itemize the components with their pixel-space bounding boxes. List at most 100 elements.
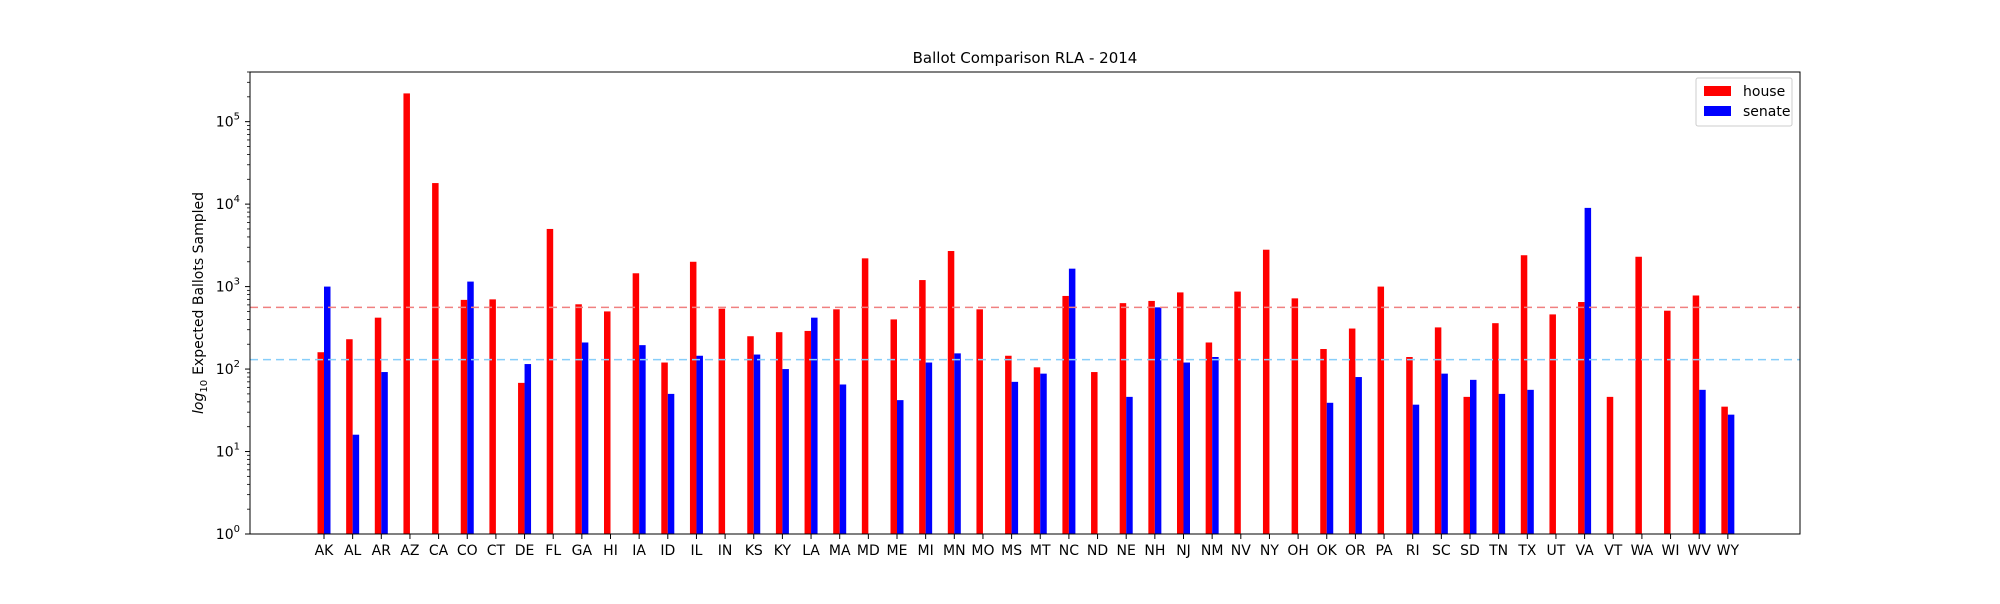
x-tick-label-IA: IA	[632, 543, 646, 559]
bar-house-GA	[575, 304, 582, 534]
x-tick-label-CT: CT	[487, 543, 506, 559]
y-tick-label: 103	[216, 277, 240, 296]
x-tick-label-MI: MI	[918, 543, 934, 559]
bar-senate-KY	[782, 369, 789, 534]
bar-house-WI	[1664, 310, 1671, 534]
x-tick-label-OH: OH	[1287, 543, 1309, 559]
bar-senate-LA	[811, 317, 818, 534]
x-tick-label-TN: TN	[1488, 543, 1508, 559]
bar-house-PA	[1377, 286, 1385, 534]
x-tick-label-IN: IN	[718, 543, 733, 559]
legend-swatch-house	[1704, 86, 1731, 96]
x-tick-label-AL: AL	[344, 543, 362, 559]
bar-senate-AK	[324, 286, 331, 534]
y-tick-label: 101	[216, 442, 240, 461]
x-tick-label-PA: PA	[1375, 543, 1393, 559]
x-tick-label-MS: MS	[1001, 543, 1022, 559]
bar-house-OR	[1348, 328, 1356, 534]
bar-house-MD	[861, 258, 869, 534]
x-tick-label-OR: OR	[1345, 543, 1366, 559]
y-tick-label: 102	[216, 359, 240, 378]
x-tick-label-NJ: NJ	[1176, 543, 1191, 559]
bar-house-AK	[317, 352, 324, 534]
x-tick-label-WA: WA	[1631, 543, 1654, 559]
bar-senate-ME	[897, 400, 904, 534]
x-tick-label-AZ: AZ	[400, 543, 419, 559]
x-tick-label-ID: ID	[660, 543, 675, 559]
x-tick-label-TX: TX	[1517, 543, 1537, 559]
y-axis-label-text: Expected Ballots Sampled	[191, 192, 207, 375]
x-tick-label-UT: UT	[1547, 543, 1566, 559]
bar-house-LA	[804, 330, 812, 534]
x-tick-label-RI: RI	[1406, 543, 1420, 559]
bar-house-SD	[1463, 396, 1470, 534]
x-tick-label-WY: WY	[1717, 543, 1740, 559]
x-tick-label-KY: KY	[774, 543, 792, 559]
bar-senate-NM	[1212, 357, 1219, 534]
bar-senate-MS	[1011, 381, 1019, 534]
bar-house-HI	[604, 311, 611, 534]
legend-label-house: house	[1743, 84, 1785, 100]
bar-senate-TN	[1498, 393, 1506, 534]
bar-house-ID	[661, 362, 668, 534]
bar-senate-MT	[1040, 373, 1047, 534]
bar-house-NH	[1148, 300, 1155, 534]
x-tick-label-WI: WI	[1662, 543, 1680, 559]
bar-senate-NE	[1126, 396, 1133, 534]
bar-house-WA	[1635, 256, 1642, 534]
x-tick-label-MN: MN	[943, 543, 966, 559]
bar-senate-WV	[1699, 389, 1706, 534]
x-tick-label-MA: MA	[829, 543, 851, 559]
x-tick-label-ND: ND	[1087, 543, 1108, 559]
x-tick-label-MT: MT	[1030, 543, 1051, 559]
x-tick-label-HI: HI	[603, 543, 618, 559]
bar-house-CO	[460, 299, 468, 534]
x-tick-label-GA: GA	[572, 543, 593, 559]
bar-house-TN	[1492, 323, 1499, 534]
bar-senate-NH	[1154, 307, 1162, 534]
x-tick-label-NE: NE	[1117, 543, 1136, 559]
bar-house-IN	[718, 308, 726, 534]
bar-house-RI	[1406, 357, 1413, 534]
bar-house-CT	[489, 299, 496, 534]
legend: house senate	[1695, 77, 1793, 127]
bar-house-WY	[1721, 406, 1728, 534]
bar-senate-SC	[1441, 373, 1448, 534]
y-axis: 100 101 102 103 104 105	[216, 71, 250, 543]
x-tick-label-SC: SC	[1432, 543, 1451, 559]
bar-senate-VA	[1584, 207, 1592, 534]
bar-senate-NJ	[1183, 362, 1190, 534]
bar-house-MI	[919, 280, 926, 534]
y-tick-label: 104	[216, 194, 240, 213]
x-tick-label-SD: SD	[1460, 543, 1480, 559]
y-tick-label: 105	[216, 112, 240, 131]
bar-house-VT	[1606, 396, 1614, 534]
x-tick-label-IL: IL	[690, 543, 702, 559]
x-tick-label-VA: VA	[1575, 543, 1594, 559]
bar-senate-DE	[524, 364, 532, 534]
bar-house-WV	[1692, 295, 1700, 534]
bar-senate-AL	[352, 434, 360, 534]
x-tick-label-OK: OK	[1317, 543, 1338, 559]
bar-house-AR	[374, 317, 382, 534]
y-tick-label: 100	[216, 524, 240, 543]
bar-house-SC	[1434, 327, 1442, 534]
bar-house-MN	[947, 251, 955, 534]
bar-house-NE	[1119, 303, 1127, 534]
bars-layer	[317, 93, 1735, 535]
x-tick-label-FL: FL	[545, 543, 561, 559]
x-tick-label-NY: NY	[1260, 543, 1279, 559]
bar-senate-SD	[1470, 379, 1477, 534]
x-axis: AK AL AR AZ CA CO CT DE FL GA HI IA ID IL IN KS KY LA MA MD…	[315, 534, 1740, 559]
x-tick-label-NM: NM	[1201, 543, 1224, 559]
bar-house-MO	[976, 309, 983, 534]
bar-house-MT	[1033, 367, 1041, 534]
bar-senate-WY	[1727, 414, 1735, 534]
bar-house-IA	[632, 273, 640, 534]
bar-house-FL	[546, 228, 554, 534]
x-tick-label-DE: DE	[515, 543, 535, 559]
bar-house-ME	[890, 319, 897, 534]
bar-house-MA	[833, 309, 840, 534]
